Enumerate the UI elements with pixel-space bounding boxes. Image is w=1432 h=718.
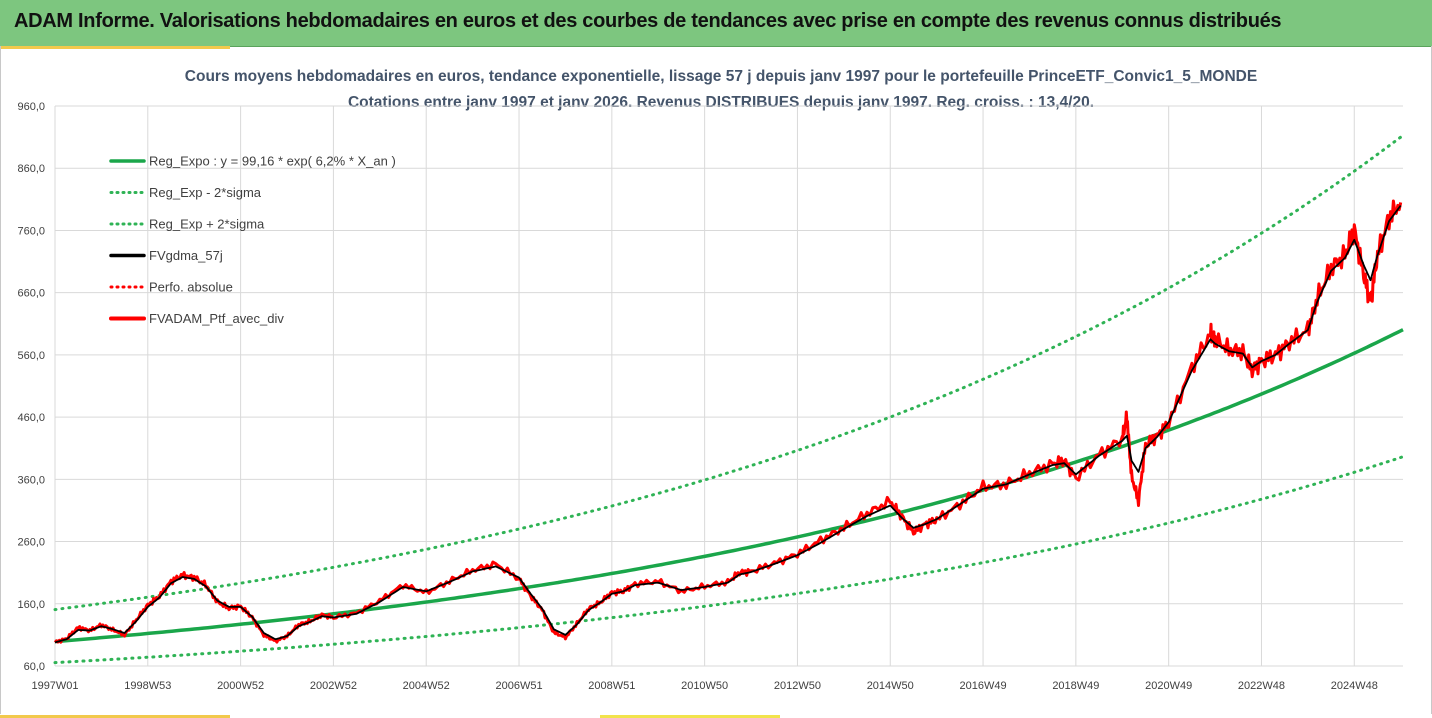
y-tick-label: 860,0 (17, 163, 45, 175)
accent-bar-bottom (600, 715, 780, 718)
series-upper-sigma (53, 133, 1405, 612)
y-tick-label: 160,0 (17, 599, 45, 611)
x-tick-label: 2002W52 (310, 680, 357, 692)
series-fvadam-ptf (53, 199, 1403, 644)
y-tick-label: 560,0 (17, 350, 45, 362)
x-tick-label: 2020W49 (1145, 680, 1192, 692)
x-tick-label: 2016W49 (960, 680, 1007, 692)
legend: Reg_Expo : y = 99,16 * exp( 6,2% * X_an … (109, 154, 396, 326)
chart-title: Cours moyens hebdomadaires en euros, ten… (185, 68, 1257, 85)
header-banner: ADAM Informe. Valorisations hebdomadaire… (0, 0, 1432, 47)
x-tick-label: 2014W50 (867, 680, 914, 692)
legend-label: Perfo. absolue (149, 280, 233, 295)
legend-label: FVgdma_57j (149, 248, 223, 263)
y-tick-label: 60,0 (24, 661, 45, 673)
legend-label: Reg_Exp + 2*sigma (149, 217, 265, 232)
legend-label: FVADAM_Ptf_avec_div (149, 311, 284, 326)
y-tick-label: 260,0 (17, 537, 45, 549)
page-title: ADAM Informe. Valorisations hebdomadaire… (14, 10, 1282, 32)
y-tick-label: 660,0 (17, 288, 45, 300)
gridlines (54, 105, 1403, 667)
x-tick-label: 2010W50 (681, 680, 728, 692)
chart-svg: Cours moyens hebdomadaires en euros, ten… (17, 68, 1405, 692)
chart-frame: Cours moyens hebdomadaires en euros, ten… (0, 46, 1432, 714)
legend-label: Reg_Exp - 2*sigma (149, 185, 262, 200)
y-tick-label: 460,0 (17, 412, 45, 424)
x-tick-label: 1997W01 (31, 680, 78, 692)
x-axis: 1997W01 1998W53 2000W52 2002W52 2004W52 2006W… (31, 680, 1377, 692)
series-reg-expo (54, 328, 1404, 644)
y-tick-label: 960,0 (17, 101, 45, 113)
chart-subtitle: Cotations entre janv 1997 et janv 2026. … (348, 94, 1094, 111)
x-tick-label: 2008W51 (588, 680, 635, 692)
x-tick-label: 2004W52 (403, 680, 450, 692)
x-tick-label: 2024W48 (1331, 680, 1378, 692)
x-tick-label: 2018W49 (1052, 680, 1099, 692)
x-tick-label: 2022W48 (1238, 680, 1285, 692)
y-tick-label: 360,0 (17, 474, 45, 486)
x-tick-label: 2000W52 (217, 680, 264, 692)
y-axis: 60,0 160,0 260,0 360,0 460,0 560,0 660,0 760,0 8… (17, 101, 45, 673)
accent-bar-bottom-left (0, 715, 230, 718)
x-tick-label: 2012W50 (774, 680, 821, 692)
x-tick-label: 2006W51 (495, 680, 542, 692)
plot-area (53, 133, 1405, 665)
series-lower-sigma (53, 455, 1405, 665)
accent-bar (0, 46, 230, 49)
y-tick-label: 760,0 (17, 225, 45, 237)
legend-label: Reg_Expo : y = 99,16 * exp( 6,2% * X_an … (149, 154, 396, 169)
series-fvgdma-57j (54, 205, 1402, 644)
x-tick-label: 1998W53 (124, 680, 171, 692)
